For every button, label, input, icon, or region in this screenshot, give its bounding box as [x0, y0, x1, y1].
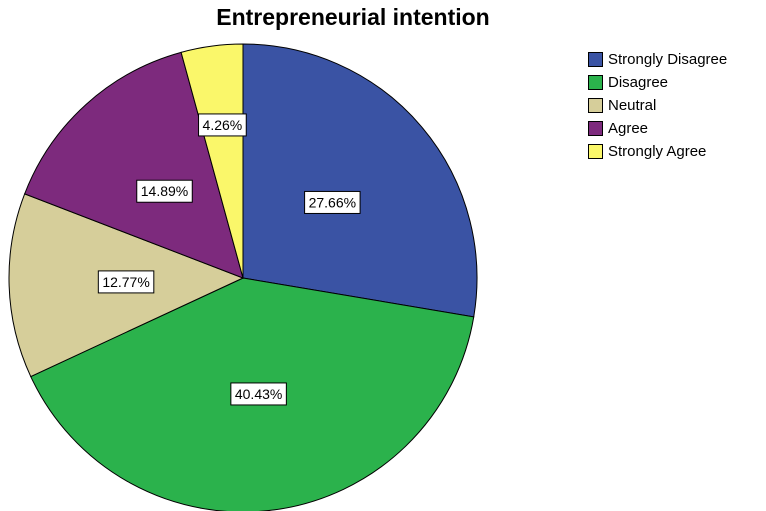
pie-slice-strongly-agree [180, 43, 244, 279]
legend-item-neutral: Neutral [588, 94, 727, 117]
legend-label: Disagree [608, 74, 669, 91]
legend-swatch [588, 98, 603, 113]
legend-swatch [588, 144, 603, 159]
pie-slice-strongly-disagree [242, 43, 478, 318]
legend-label: Strongly Disagree [608, 51, 728, 68]
data-label-text: 40.43% [235, 386, 282, 402]
legend-item-disagree: Disagree [588, 71, 727, 94]
legend: Strongly Disagree Disagree Neutral Agree Str… [588, 48, 727, 163]
legend-item-strongly-agree: Strongly Agree [588, 140, 727, 163]
pie-slice-agree [23, 51, 244, 279]
data-label-strongly-disagree: 27.66% [304, 190, 361, 214]
data-label-box [230, 382, 287, 406]
legend-item-strongly-disagree: Strongly Disagree [588, 48, 727, 71]
legend-label: Strongly Agree [608, 143, 707, 160]
data-label-box [136, 179, 193, 203]
data-label-agree: 14.89% [136, 179, 193, 203]
data-label-box [198, 113, 247, 137]
pie-data-labels: 27.66% 40.43% 12.77% 14.89% 4.26% [97, 113, 361, 406]
legend-swatch [588, 75, 603, 90]
data-label-text: 14.89% [141, 183, 188, 199]
data-label-text: 27.66% [309, 194, 356, 210]
legend-swatch [588, 121, 603, 136]
data-label-text: 12.77% [102, 274, 149, 290]
legend-label: Agree [608, 120, 649, 137]
data-label-box [97, 270, 155, 294]
legend-label: Neutral [608, 97, 657, 114]
data-label-text: 4.26% [203, 117, 243, 133]
data-label-strongly-agree: 4.26% [198, 113, 247, 137]
data-label-box [304, 190, 361, 214]
data-label-neutral: 12.77% [97, 270, 155, 294]
data-label-disagree: 40.43% [230, 382, 287, 406]
legend-swatch [588, 52, 603, 67]
legend-item-agree: Agree [588, 117, 727, 140]
chart-title: Entrepreneurial intention [216, 4, 490, 30]
